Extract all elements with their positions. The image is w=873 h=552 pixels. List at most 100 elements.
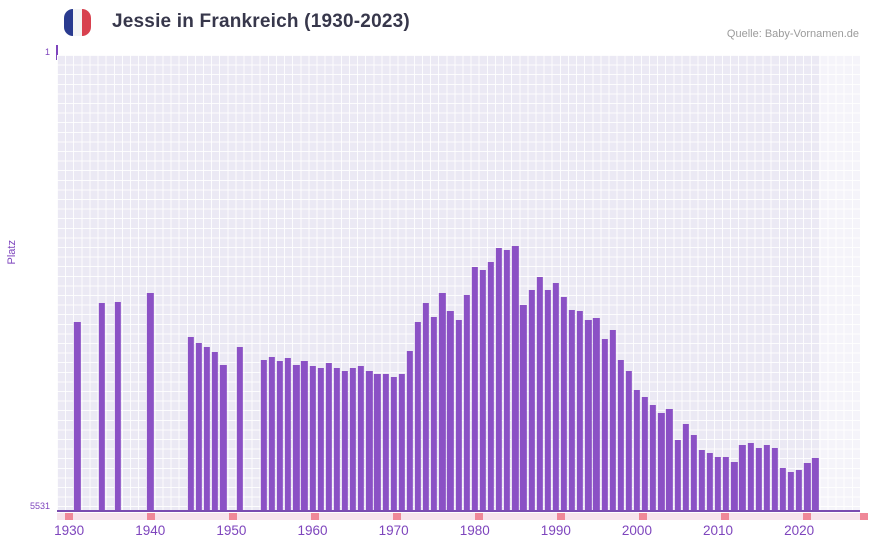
bar-2001[interactable] (641, 397, 649, 510)
bar-2013[interactable] (739, 444, 746, 510)
bar-1958[interactable] (293, 365, 300, 510)
strip-tick-1960 (311, 513, 320, 520)
bar-1946[interactable] (195, 342, 203, 510)
bar-1931[interactable] (74, 322, 81, 510)
bar-1966[interactable] (358, 365, 365, 510)
bar-1991[interactable] (560, 296, 568, 510)
bar-1993[interactable] (577, 310, 584, 510)
bar-1968[interactable] (374, 374, 381, 510)
strip-tick-1980 (474, 513, 483, 520)
bar-1977[interactable] (447, 310, 454, 510)
x-tick-label-1970: 1970 (378, 523, 409, 538)
bar-1976[interactable] (439, 292, 446, 510)
bar-1992[interactable] (568, 309, 576, 510)
bar-1959[interactable] (301, 361, 308, 510)
strip-tick-2020 (802, 513, 811, 520)
strip-tick-1930 (65, 513, 74, 520)
bar-1990[interactable] (552, 282, 559, 510)
strip-tick-2030 (860, 513, 868, 520)
bar-2005[interactable] (674, 439, 681, 510)
bar-2016[interactable] (763, 444, 770, 510)
bar-1934[interactable] (98, 302, 105, 510)
x-tick-label-1990: 1990 (540, 523, 571, 538)
bar-1984[interactable] (504, 249, 511, 510)
bar-1973[interactable] (414, 322, 422, 510)
bar-1985[interactable] (512, 245, 519, 510)
bar-2011[interactable] (723, 457, 730, 510)
bar-2015[interactable] (755, 448, 762, 510)
france-flag-icon (64, 9, 91, 36)
bar-2003[interactable] (658, 412, 665, 510)
flag-stripe-blue (64, 9, 73, 36)
bar-1962[interactable] (325, 362, 332, 510)
bar-2020[interactable] (796, 470, 803, 510)
bar-1988[interactable] (536, 277, 543, 510)
bar-1971[interactable] (398, 374, 405, 510)
bar-1965[interactable] (349, 367, 357, 510)
bar-2012[interactable] (731, 462, 738, 510)
bar-2002[interactable] (650, 404, 657, 510)
bar-1997[interactable] (609, 329, 616, 510)
bar-1999[interactable] (625, 370, 632, 510)
bar-1986[interactable] (520, 305, 527, 510)
bar-2019[interactable] (787, 472, 795, 510)
strip-tick-1950 (229, 513, 238, 520)
flag-stripe-white (73, 9, 82, 36)
bar-1949[interactable] (220, 365, 227, 510)
bar-1960[interactable] (309, 365, 316, 510)
bar-1996[interactable] (601, 338, 608, 510)
x-tick-label-1980: 1980 (459, 523, 490, 538)
x-tick-label-1940: 1940 (135, 523, 166, 538)
bar-1970[interactable] (390, 376, 397, 510)
bar-1998[interactable] (617, 360, 624, 510)
bar-1979[interactable] (463, 295, 470, 510)
bar-2022[interactable] (812, 458, 819, 510)
bar-2010[interactable] (714, 457, 722, 510)
bar-1945[interactable] (187, 337, 194, 510)
bar-1995[interactable] (593, 318, 600, 510)
bar-2000[interactable] (633, 389, 641, 510)
bar-1981[interactable] (479, 269, 486, 510)
strip-tick-1940 (147, 513, 156, 520)
bar-2006[interactable] (682, 424, 689, 510)
bar-1957[interactable] (285, 357, 292, 510)
strip-tick-2010 (720, 513, 729, 520)
flag-stripe-red (82, 9, 91, 36)
bar-1994[interactable] (585, 319, 592, 510)
bar-1947[interactable] (203, 347, 211, 510)
bar-1954[interactable] (260, 360, 267, 510)
bar-1963[interactable] (333, 367, 340, 510)
x-axis-labels: 1930 1940 1950 1960 1970 1980 1990 2000 2010 2020 (54, 523, 860, 543)
bar-2014[interactable] (747, 443, 754, 510)
bar-1975[interactable] (431, 317, 438, 510)
bar-1982[interactable] (487, 262, 495, 510)
x-tick-label-2020: 2020 (784, 523, 815, 538)
bar-1972[interactable] (406, 351, 413, 510)
bar-2009[interactable] (706, 453, 714, 510)
bar-1987[interactable] (528, 290, 535, 510)
bar-1956[interactable] (276, 361, 284, 510)
bar-1967[interactable] (366, 370, 373, 510)
bar-1964[interactable] (341, 370, 349, 510)
bar-2004[interactable] (666, 408, 673, 510)
bar-1951[interactable] (236, 347, 243, 510)
bar-2018[interactable] (779, 467, 787, 510)
bar-2007[interactable] (690, 435, 697, 510)
bar-2008[interactable] (698, 449, 705, 510)
bar-2017[interactable] (771, 448, 778, 510)
bar-1940[interactable] (147, 292, 154, 510)
bar-1978[interactable] (455, 319, 462, 510)
y-axis-bottom-tick-label: 5531 (29, 501, 50, 511)
bar-1989[interactable] (544, 290, 551, 510)
bar-1948[interactable] (212, 351, 219, 510)
plot-area (57, 55, 860, 512)
bar-2021[interactable] (804, 463, 811, 510)
bar-1983[interactable] (495, 248, 503, 510)
bar-1936[interactable] (114, 301, 121, 510)
bar-1974[interactable] (422, 302, 430, 510)
bar-1961[interactable] (317, 367, 324, 510)
bar-1955[interactable] (268, 356, 276, 510)
bar-1980[interactable] (471, 267, 478, 510)
bar-1969[interactable] (382, 374, 389, 510)
page-title: Jessie in Frankreich (1930-2023) (112, 11, 410, 32)
